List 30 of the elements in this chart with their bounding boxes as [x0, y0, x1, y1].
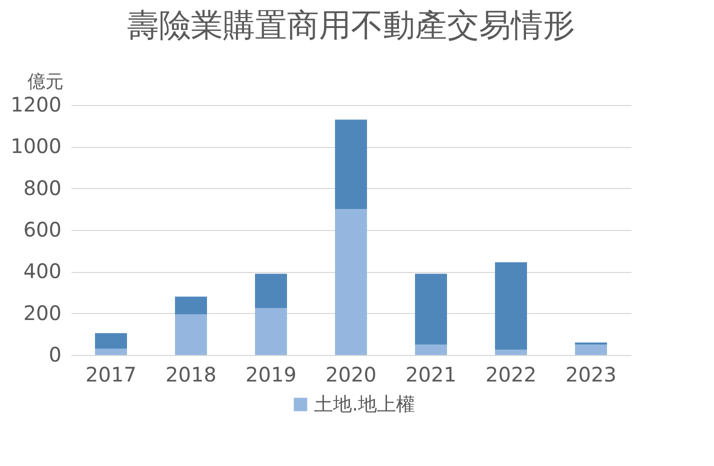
bar	[415, 344, 447, 355]
legend-label: 土地.地上權	[314, 394, 416, 416]
y-tick-label: 600	[23, 218, 62, 242]
chart-title: 壽險業購置商用不動產交易情形	[127, 6, 575, 44]
bar	[95, 333, 127, 349]
bar	[95, 348, 127, 355]
y-tick-label: 1000	[10, 134, 62, 158]
bar	[335, 209, 367, 355]
x-tick-label: 2023	[566, 362, 616, 386]
bar	[255, 274, 287, 308]
x-tick-label: 2021	[406, 362, 456, 386]
bar	[175, 296, 207, 314]
bar	[415, 274, 447, 345]
bar	[575, 344, 607, 355]
y-tick-label: 1200	[10, 92, 62, 116]
y-tick-label: 0	[48, 342, 62, 366]
x-tick-label: 2022	[486, 362, 536, 386]
bar	[335, 120, 367, 210]
bar	[495, 350, 527, 355]
y-tick-label: 800	[23, 176, 62, 200]
bar	[175, 314, 207, 355]
y-tick-label: 200	[23, 300, 62, 325]
y-axis-title: 億元	[28, 72, 64, 92]
x-tick-label: 2020	[326, 362, 376, 386]
x-tick-label: 2019	[246, 362, 296, 386]
y-tick-label: 400	[23, 259, 62, 284]
x-tick-label: 2018	[166, 362, 216, 386]
bar	[255, 308, 287, 355]
bar	[495, 262, 527, 350]
x-tick-label: 2017	[86, 362, 136, 386]
